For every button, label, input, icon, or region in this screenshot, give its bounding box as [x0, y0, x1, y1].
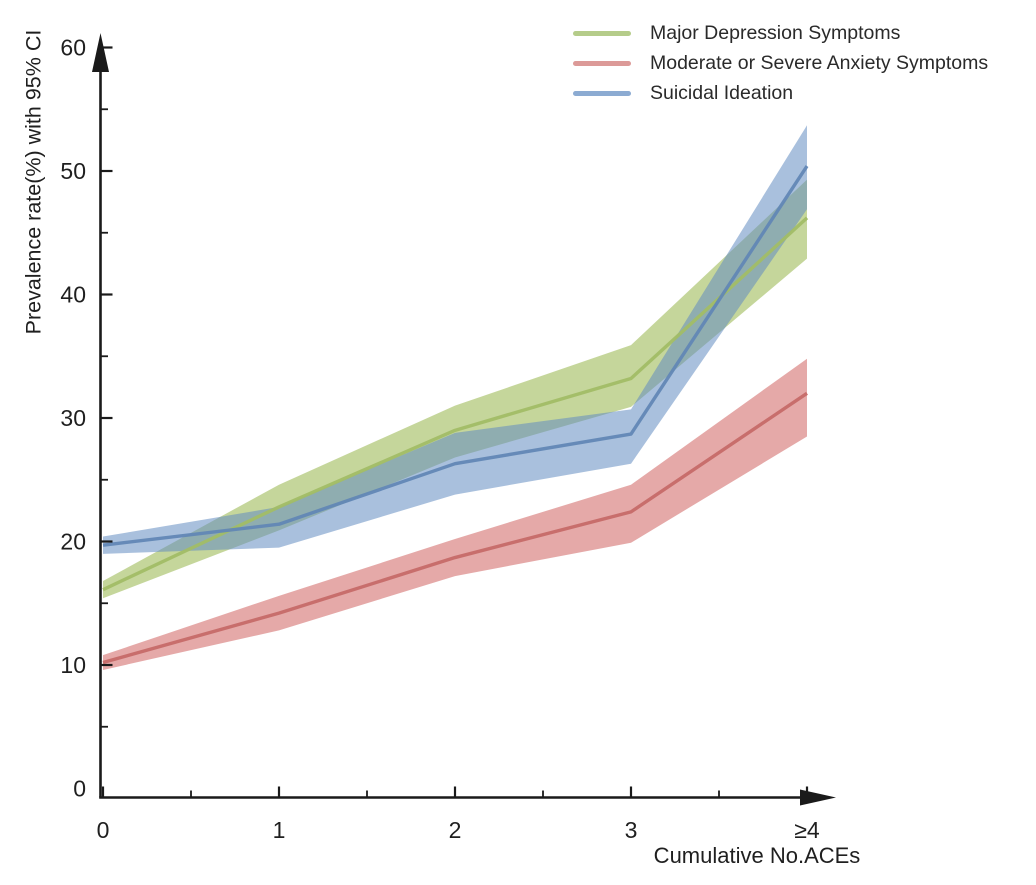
x-tick-label: 0 — [97, 817, 110, 843]
legend-label: Major Depression Symptoms — [650, 21, 901, 44]
y-axis-title: Prevalence rate(%) with 95% CI — [21, 29, 46, 335]
y-tick-label: 20 — [60, 529, 86, 555]
legend-swatch-red-line — [573, 60, 631, 66]
y-tick-label: 50 — [60, 158, 86, 184]
x-axis-title: Cumulative No.ACEs — [653, 843, 861, 868]
y-tick-label: 60 — [60, 35, 86, 61]
x-tick-label: 3 — [625, 817, 638, 843]
mean-line-series-1 — [102, 391, 808, 665]
ci-band-series-0 — [103, 179, 807, 599]
legend-swatch-green-line — [573, 30, 631, 36]
legend-label: Suicidal Ideation — [650, 81, 794, 104]
y-tick-label: 0 — [73, 776, 86, 802]
y-tick-label: 10 — [60, 652, 86, 678]
ci-band-series-1 — [103, 358, 807, 670]
y-tick-label: 40 — [60, 282, 86, 308]
ci-band-series-2 — [103, 125, 807, 554]
mean-line-series-0 — [102, 216, 809, 592]
legend-item-anxiety: Moderate or Severe Anxiety Symptoms — [573, 48, 988, 78]
legend-swatch-blue-line — [573, 90, 631, 96]
x-tick-label: ≥4 — [794, 817, 820, 843]
y-tick-label: 30 — [60, 405, 86, 431]
legend-item-depression: Major Depression Symptoms — [573, 18, 988, 48]
y-axis-arrow-icon — [92, 33, 109, 72]
x-tick-label: 1 — [273, 817, 286, 843]
x-axis-arrow-icon — [800, 789, 836, 806]
mean-line-series-2 — [102, 165, 809, 547]
x-tick-label: 2 — [449, 817, 462, 843]
chart-legend: Major Depression Symptoms Moderate or Se… — [573, 18, 988, 108]
legend-item-suicidal-ideation: Suicidal Ideation — [573, 78, 988, 108]
legend-label: Moderate or Severe Anxiety Symptoms — [650, 51, 989, 74]
